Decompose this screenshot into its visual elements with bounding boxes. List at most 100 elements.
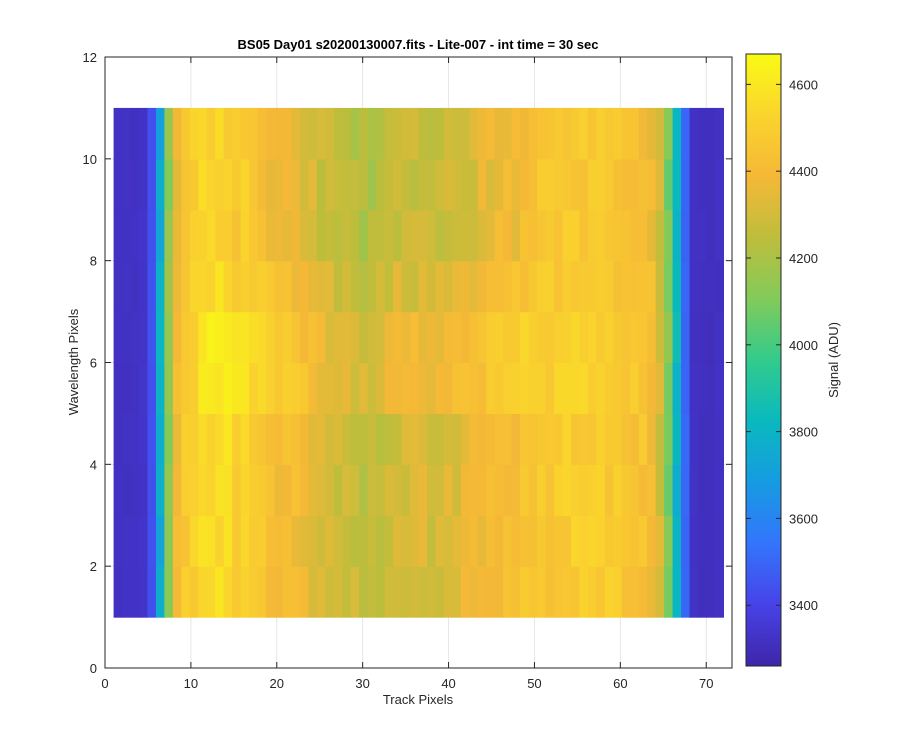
heatmap-cell [257,209,267,262]
heatmap-cell [172,158,182,211]
heatmap-cell [681,209,691,262]
heatmap-cell [554,260,564,313]
heatmap-cell [376,209,386,262]
heatmap-cell [147,362,157,415]
heatmap-cell [655,260,665,313]
heatmap-cell [257,515,267,567]
heatmap-cell [198,413,208,465]
heatmap-cell [299,311,309,364]
heatmap-cell [460,464,470,516]
heatmap-cell [232,260,242,313]
x-tick-label: 30 [355,676,369,691]
heatmap-cell [621,362,631,415]
heatmap-cell [308,566,318,618]
heatmap-cell [206,413,216,465]
heatmap-cell [655,158,665,211]
heatmap-cell [155,158,166,211]
heatmap-cell [376,158,386,211]
heatmap-cell [350,464,360,516]
heatmap-cell [613,515,623,567]
heatmap-cell [189,209,199,262]
heatmap-cell [426,515,437,567]
heatmap-cell [359,362,369,415]
heatmap-cell [113,515,123,567]
heatmap-cell [503,464,513,516]
heatmap-cell [282,107,293,160]
heatmap-cell [545,311,555,364]
heatmap-cell [469,362,479,415]
heatmap-cell [359,158,369,211]
heatmap-cell [604,107,614,160]
colorbar-tick-label: 3400 [789,598,818,613]
heatmap-cell [554,566,564,618]
heatmap-cell [249,209,259,262]
heatmap-cell [333,515,343,567]
heatmap-cell [528,209,538,262]
heatmap-cell [511,158,521,211]
colorbar-tick-label: 3600 [789,511,818,526]
heatmap-cell [249,107,259,160]
heatmap-cell [418,209,428,262]
heatmap-cell [223,209,233,262]
x-axis-label: Track Pixels [383,692,454,707]
heatmap-cell [393,311,403,364]
heatmap-cell [418,158,428,211]
heatmap-cell [274,158,284,211]
heatmap-cell [291,362,301,415]
heatmap-cell [164,464,174,516]
heatmap-cell [630,515,640,567]
heatmap-cell [206,515,216,567]
heatmap-cell [240,464,250,516]
heatmap-cell [520,158,530,211]
heatmap-cell [359,260,369,313]
heatmap-cell [604,209,614,262]
heatmap-cell [689,464,699,516]
heatmap-cell [410,413,420,465]
heatmap-cell [494,362,504,415]
heatmap-cell [443,515,453,567]
heatmap-cell [706,311,716,364]
heatmap-cell [562,464,572,516]
heatmap-cell [452,260,462,313]
heatmap-cell [325,515,335,567]
heatmap-cell [282,566,293,618]
heatmap-cell [376,107,386,160]
heatmap-cell [367,209,377,262]
heatmap-cell [681,566,691,618]
heatmap-cell [503,311,513,364]
heatmap-cell [672,566,682,618]
heatmap-cell [460,311,470,364]
heatmap-cell [579,158,589,211]
heatmap-cell [147,566,157,618]
heatmap-cell [376,311,386,364]
heatmap-cell [266,311,276,364]
heatmap-cell [155,362,166,415]
heatmap-cell [282,209,293,262]
heatmap-cell [545,362,555,415]
heatmap-cell [545,413,555,465]
heatmap-cell [316,413,326,465]
heatmap-cell [443,566,453,618]
y-tick-label: 8 [90,254,97,269]
heatmap-cell [435,260,445,313]
heatmap-cell [520,413,530,465]
heatmap-cell [350,107,360,160]
y-tick-label: 0 [90,661,97,676]
heatmap-cell [155,107,166,160]
heatmap-cell [528,413,538,465]
heatmap-cell [672,362,682,415]
heatmap-cell [528,107,538,160]
heatmap-cell [562,362,572,415]
heatmap-cell [215,464,225,516]
heatmap-cell [469,107,479,160]
heatmap-cell [291,413,301,465]
heatmap-cell [198,107,208,160]
heatmap-cell [257,311,267,364]
y-axis-label: Wavelength Pixels [66,308,81,415]
heatmap-cell [638,107,648,160]
heatmap-cell [215,158,225,211]
heatmap-cell [460,515,470,567]
heatmap-cell [130,515,140,567]
heatmap-cell [215,362,225,415]
heatmap-cell [477,209,487,262]
